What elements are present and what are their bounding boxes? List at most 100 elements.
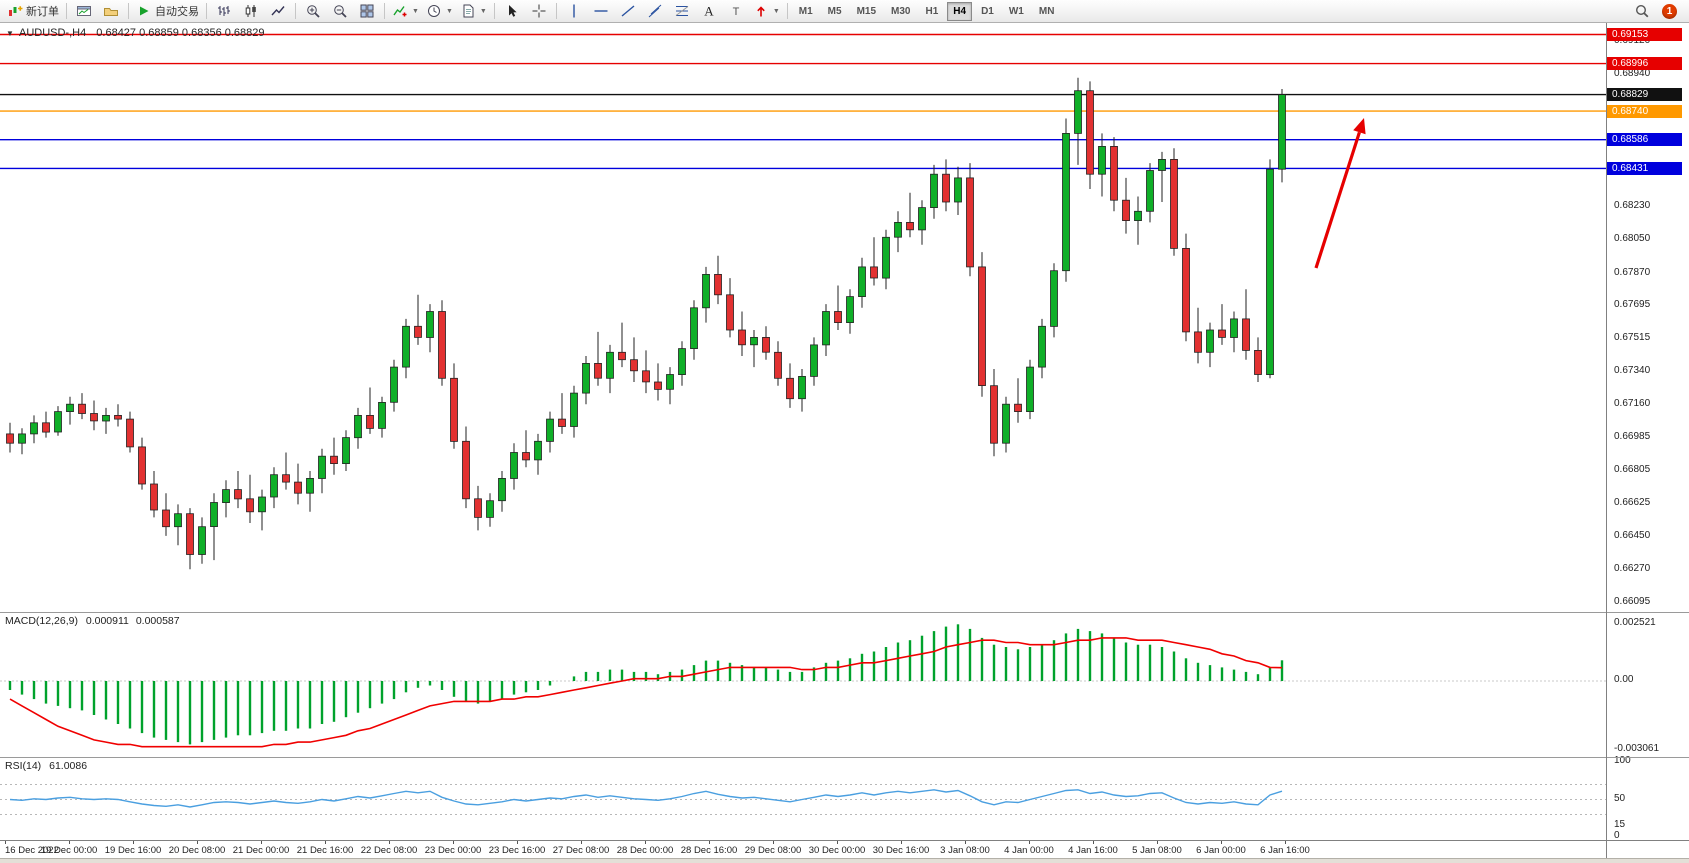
axis-corner [1607,840,1689,841]
equidistant-channel-button[interactable] [642,1,668,22]
new-order-icon [9,6,23,16]
annotation-arrow[interactable] [1314,131,1361,269]
rsi-axis-tick: 15 [1614,819,1626,830]
time-label: 6 Jan 16:00 [1260,845,1310,856]
price-badge-0.68740: 0.68740 [1607,105,1682,118]
candles [6,77,1286,570]
macd-pane[interactable] [0,612,1606,757]
price-tick: 0.66095 [1614,596,1651,607]
templates-icon [463,4,474,18]
time-tick [325,841,326,844]
time-label: 27 Dec 08:00 [552,845,610,856]
notification-badge[interactable]: 1 [1662,3,1677,19]
cursor-icon [508,5,517,17]
periods-icon [427,5,440,17]
annotation-arrow-head [1353,118,1366,135]
timeframe-mn-button[interactable]: MN [1038,5,1055,17]
timeframe-h1-button[interactable]: H1 [925,5,939,17]
trendline-icon [621,5,635,17]
trendline-button[interactable] [615,1,641,22]
crosshair-button[interactable] [526,1,552,22]
periods-button[interactable]: ▼ [423,1,456,22]
price-tick: 0.68050 [1614,233,1651,244]
timeframe-d1-button[interactable]: D1 [981,5,994,17]
tile-windows-button[interactable] [354,1,380,22]
rsi-axis-tick: 50 [1614,793,1626,804]
rsi-indicator-label: RSI(14) 61.0086 [5,760,87,772]
price-badge-0.68586: 0.68586 [1607,133,1682,146]
toolbar-separator [206,3,207,19]
time-tick [901,841,902,844]
timeframe-m30-button[interactable]: M30 [891,5,911,17]
time-tick [453,841,454,844]
time-tick [389,841,390,844]
autotrading-icon [140,6,149,16]
dropdown-arrow-icon: ▼ [479,7,487,15]
rsi-canvas[interactable] [0,758,1606,840]
autotrading-button[interactable]: 自动交易 [133,1,202,22]
fibonacci-retracement-button[interactable] [669,1,695,22]
vertical-line-button[interactable] [561,1,587,22]
price-badge-0.68431: 0.68431 [1607,162,1682,175]
cursor-button[interactable] [499,1,525,22]
timeframe-m1-button[interactable]: M1 [798,5,813,17]
main-chart-pane[interactable] [0,23,1606,612]
zoom-out-button[interactable] [327,1,353,22]
new-order-button[interactable]: 新订单 [4,1,62,22]
candle-chart-icon [245,5,256,17]
time-tick [261,841,262,844]
bar-chart-button[interactable] [211,1,237,22]
search-button[interactable] [1629,1,1655,22]
time-label: 23 Dec 00:00 [424,845,482,856]
time-tick [1093,841,1094,844]
macd-value-main: 0.000911 [85,615,129,627]
time-tick [965,841,966,844]
arrows-button[interactable]: ▼ [750,1,783,22]
fibonacci-icon [675,6,689,16]
macd-canvas[interactable] [0,613,1606,757]
pane-separator[interactable] [1607,612,1689,613]
time-label: 30 Dec 16:00 [872,845,930,856]
time-label: 5 Jan 08:00 [1132,845,1182,856]
main-chart-canvas[interactable] [0,23,1606,612]
time-label: 4 Jan 16:00 [1068,845,1118,856]
time-tick [69,841,70,844]
rsi-axis-tick: 0 [1614,830,1620,841]
indicators-button[interactable]: ▼ [389,1,422,22]
dropdown-arrow-icon: ▼ [772,7,780,15]
text-button[interactable]: A [696,1,722,22]
new-order-label: 新订单 [26,6,59,18]
time-label: 28 Dec 00:00 [616,845,674,856]
time-axis[interactable]: 16 Dec 2022 19 Dec 00:00 19 Dec 16:00 20 De… [0,840,1606,858]
profiles-button[interactable] [98,1,124,22]
symbol-dropdown-icon: ▼ [6,29,14,38]
toolbar-separator [786,3,788,19]
time-tick [581,841,582,844]
pane-separator[interactable] [1607,757,1689,758]
horizontal-line-button[interactable] [588,1,614,22]
text-label-button[interactable]: T [723,1,749,22]
dropdown-arrow-icon: ▼ [445,7,453,15]
toolbar-right: 1 [1629,1,1685,22]
timeframe-m5-button[interactable]: M5 [827,5,842,17]
chart-symbol-period: AUDUSD-,H4 [18,27,87,39]
zoom-in-button[interactable] [300,1,326,22]
charts-window-button[interactable] [71,1,97,22]
toolbar-buttons: 新订单 自动交易 ▼ ▼ ▼ A T ▼ M1 M5 M15 M30 H1 H4 D1 W1 MN [4,1,1061,22]
rsi-pane[interactable] [0,757,1606,840]
line-chart-button[interactable] [265,1,291,22]
zoom-in-icon [307,5,320,18]
label-icon: T [732,6,739,18]
templates-button[interactable]: ▼ [457,1,490,22]
time-tick [1157,841,1158,844]
candlestick-chart-button[interactable] [238,1,264,22]
timeframe-w1-button[interactable]: W1 [1008,5,1024,17]
price-axis[interactable]: 0.691200.689400.682300.680500.678700.676… [1606,23,1689,858]
timeframe-m15-button[interactable]: M15 [856,5,877,17]
timeframe-h4-button[interactable]: H4 [947,1,973,21]
toolbar-separator [493,3,495,19]
time-tick [1221,841,1222,844]
time-label: 6 Jan 00:00 [1196,845,1246,856]
time-label: 22 Dec 08:00 [360,845,418,856]
